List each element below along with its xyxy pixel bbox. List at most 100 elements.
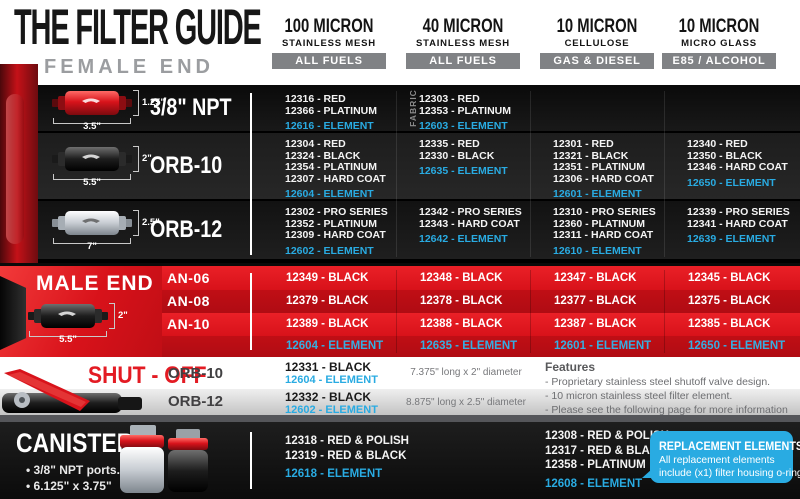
size-note-orb10: 7.375" long x 2" diameter <box>410 367 522 378</box>
cell-10micron-cellulose-empty <box>530 85 664 131</box>
part-number: 12302 - PRO SERIES <box>285 206 388 218</box>
column-divider <box>396 270 397 353</box>
part-number: 12389 - BLACK <box>286 318 369 330</box>
cell-10micron-microglass: 12340 - RED 12350 - BLACK 12346 - HARD C… <box>664 133 798 199</box>
label-column-separator <box>250 432 252 489</box>
part-number: 12301 - RED <box>553 138 614 150</box>
cell-100micron: 12316 - RED 12366 - PLATINUM 12616 - ELE… <box>262 85 396 131</box>
an-fitting-photo <box>0 276 26 350</box>
element-part-number: 12618 - ELEMENT <box>285 468 383 480</box>
label-column-separator <box>250 273 252 350</box>
filter-image-chrome <box>52 211 132 235</box>
part-number: 12375 - BLACK <box>688 295 771 307</box>
column-media: CELLULOSE <box>564 38 630 49</box>
column-divider <box>530 91 531 257</box>
part-number: 12387 - BLACK <box>554 318 637 330</box>
dim-height: 2" <box>118 310 128 321</box>
filter-figure-38npt: 1.25" 3.5" <box>38 85 248 132</box>
column-micron: 10 MICRON <box>678 16 760 37</box>
element-part-number: 12601 - ELEMENT <box>554 340 652 352</box>
element-part-number: 12642 - ELEMENT <box>419 233 508 245</box>
part-number: 12346 - HARD COAT <box>687 161 788 173</box>
callout-line: include (x1) filter housing o-ring <box>659 467 800 479</box>
part-number: 12360 - PLATINUM <box>553 217 645 230</box>
male-end-label-panel: MALE END 2" 5.5" <box>0 266 162 357</box>
table-row-an10: AN-10 12389 - BLACK 12388 - BLACK 12387 … <box>0 313 800 336</box>
part-number: 12388 - BLACK <box>420 318 503 330</box>
section-title-canister: CANISTER <box>16 428 134 458</box>
part-number: 12348 - BLACK <box>420 272 503 284</box>
size-note-orb12: 8.875" long x 2.5" diameter <box>406 397 526 408</box>
row-label-an10: AN-10 <box>167 316 210 332</box>
cell-40micron: 12342 - PRO SERIES 12343 - HARD COAT 126… <box>396 201 530 259</box>
shutoff-table: SHUT - OFF ORB-10 ORB-12 12331 - BLACK 1… <box>0 357 800 422</box>
element-part-number: 12602 - ELEMENT <box>285 244 374 257</box>
feature-item: - 10 micron stainless steel filter eleme… <box>545 390 733 402</box>
filter-image-black <box>52 147 132 171</box>
part-number: 12343 - HARD COAT <box>419 217 520 230</box>
part-number: 12340 - RED <box>687 138 748 150</box>
part-number: 12331 - BLACK <box>285 360 372 374</box>
fabric-tag: FABRIC <box>407 89 418 127</box>
filter-figure-orb12: 2.5" 7" <box>38 201 248 259</box>
part-number: 12304 - RED <box>285 138 346 150</box>
feature-item: - Please see the following page for more… <box>545 404 788 416</box>
part-number: 12303 - RED <box>419 93 480 105</box>
table-row-38npt: 1.25" 3.5" 3/8" NPT 12316 - RED 12366 - … <box>38 85 800 133</box>
part-number: 12341 - HARD COAT <box>687 217 788 230</box>
filter-image-red <box>52 91 132 115</box>
dim-height: 1.25" <box>142 97 165 108</box>
cell-10micron-microglass: 12339 - PRO SERIES 12341 - HARD COAT 126… <box>664 201 798 259</box>
part-number: 12342 - PRO SERIES <box>419 206 522 218</box>
column-media: STAINLESS MESH <box>282 38 376 49</box>
part-number: 12366 - PLATINUM <box>285 104 377 117</box>
column-micron: 40 MICRON <box>422 16 504 37</box>
male-end-table: AN-06 12349 - BLACK 12348 - BLACK 12347 … <box>0 263 800 357</box>
feature-item: - Proprietary stainless steel shutoff va… <box>545 376 771 388</box>
element-part-number: 12650 - ELEMENT <box>687 176 776 189</box>
dim-height: 2.5" <box>142 217 160 228</box>
label-column-separator <box>250 93 252 255</box>
callout-title: REPLACEMENT ELEMENTS <box>659 441 800 453</box>
table-row-an08: AN-08 12379 - BLACK 12378 - BLACK 12377 … <box>0 290 800 313</box>
canister-photos <box>120 425 208 493</box>
spec-bullet: • 3/8" NPT ports. <box>26 463 120 477</box>
element-part-number: 12650 - ELEMENT <box>688 340 786 352</box>
features-block: Features - Proprietary stainless steel s… <box>545 360 788 417</box>
spec-bullet: • 6.125" x 3.75" <box>26 479 112 493</box>
dim-height: 2" <box>142 153 152 164</box>
part-number: 12324 - BLACK <box>285 149 361 162</box>
part-number: 12307 - HARD COAT <box>285 172 386 185</box>
part-number: 12319 - RED & BLACK <box>285 449 407 462</box>
cell-100micron: 12302 - PRO SERIES 12352 - PLATINUM 1230… <box>262 201 396 259</box>
callout-line: All replacement elements <box>659 455 775 466</box>
part-number: 12350 - BLACK <box>687 149 763 162</box>
row-label-an06: AN-06 <box>167 270 210 286</box>
section-title-shutoff: SHUT - OFF <box>88 362 207 389</box>
part-number: 12311 - HARD COAT <box>553 229 654 241</box>
part-number: 12345 - BLACK <box>688 272 771 284</box>
part-number: 12339 - PRO SERIES <box>687 206 790 218</box>
row-label-orb10: ORB-10 <box>168 365 224 382</box>
canister-specs: • 3/8" NPT ports. • 6.125" x 3.75" <box>26 462 120 494</box>
filter-image-black <box>28 304 108 328</box>
part-number: 12321 - BLACK <box>553 149 629 162</box>
section-title-male-end: MALE END <box>36 272 154 295</box>
part-number: 12316 - RED <box>285 93 346 105</box>
part-number: 12330 - BLACK <box>419 149 495 162</box>
part-number: 12354 - PLATINUM <box>285 161 377 173</box>
part-number: 12310 - PRO SERIES <box>553 206 656 218</box>
part-number: 12349 - BLACK <box>286 272 369 284</box>
column-fuel-badge: ALL FUELS <box>406 53 520 69</box>
element-part-number: 12604 - ELEMENT <box>286 340 384 352</box>
table-row-male-elements: 12604 - ELEMENT 12635 - ELEMENT 12601 - … <box>0 336 800 357</box>
element-part-number: 12635 - ELEMENT <box>420 340 518 352</box>
page-title: THE FILTER GUIDE <box>14 0 262 55</box>
part-number: 12378 - BLACK <box>420 295 503 307</box>
part-number: 12377 - BLACK <box>554 295 637 307</box>
column-fuel-badge: GAS & DIESEL <box>540 53 654 69</box>
row-label-an08: AN-08 <box>167 293 210 309</box>
column-header-10-micron-cellulose: 10 MICRON CELLULOSE GAS & DIESEL <box>530 16 664 69</box>
section-subtitle-female-end: FEMALE END <box>44 56 214 78</box>
dim-length: 7" <box>87 241 97 252</box>
